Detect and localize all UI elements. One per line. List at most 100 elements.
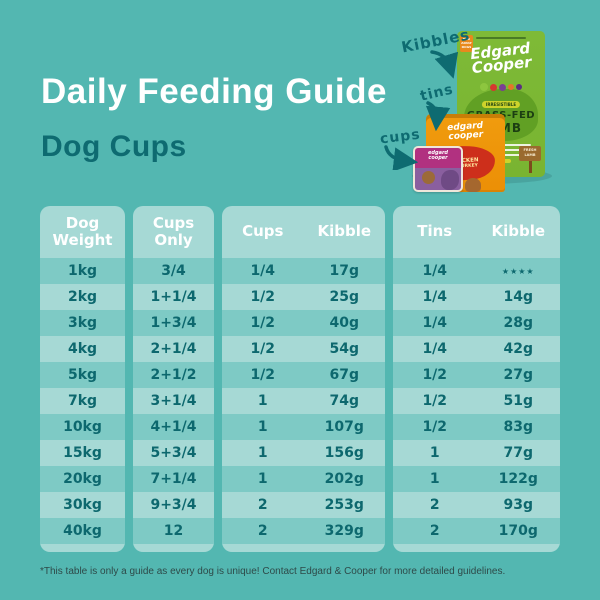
cups-cell: 1 bbox=[257, 393, 268, 409]
cups-only-cell: 12 bbox=[163, 523, 184, 539]
table-row: 5+3/4 bbox=[133, 440, 214, 466]
header-line: Only bbox=[154, 231, 193, 249]
cups-kibble-cell: 156g bbox=[324, 445, 364, 461]
cups-cell: 1 bbox=[257, 419, 268, 435]
cups-cell: 1/2 bbox=[250, 341, 276, 357]
sign-line1: FRESH bbox=[523, 148, 537, 152]
table-row: 1/4 14g bbox=[393, 284, 560, 310]
table-row: 4+1/4 bbox=[133, 414, 214, 440]
table-row: 40kg bbox=[40, 518, 125, 544]
page-subtitle: Dog Cups bbox=[41, 130, 187, 163]
tins-cell: 1/4 bbox=[422, 263, 448, 279]
table-row: 3/4 bbox=[133, 258, 214, 284]
header-line: Weight bbox=[52, 231, 113, 249]
table-column-dog-weight: Dog Weight 1kg 2kg 3kg 4kg 5kg 7kg 10kg 15kg 20k… bbox=[40, 206, 125, 552]
table-row: 1 202g bbox=[222, 466, 385, 492]
weight-cell: 20kg bbox=[63, 471, 102, 487]
sign-board: FRESH LAMB bbox=[519, 146, 541, 161]
pointer-arrows bbox=[384, 50, 459, 170]
table-row: 2 253g bbox=[222, 492, 385, 518]
cups-cell: 1/2 bbox=[250, 289, 276, 305]
table-row: 30kg bbox=[40, 492, 125, 518]
cups-kibble-cell: 25g bbox=[329, 289, 359, 305]
cups-kibble-cell: 202g bbox=[324, 471, 364, 487]
weight-cell: 4kg bbox=[67, 341, 98, 357]
bag-tagline-line bbox=[476, 37, 526, 39]
table-row: 7kg bbox=[40, 388, 125, 414]
cup-lid: edgard cooper bbox=[415, 148, 461, 168]
table-row: 1/2 51g bbox=[393, 388, 560, 414]
tins-kibble-cell: 14g bbox=[503, 289, 533, 305]
cups-only-cell: 3+1/4 bbox=[150, 393, 197, 409]
table-row: 1+3/4 bbox=[133, 310, 214, 336]
bag-copy-line bbox=[489, 149, 535, 151]
table-row: 5kg bbox=[40, 362, 125, 388]
cup-body bbox=[415, 168, 461, 190]
table-row: 1/4 28g bbox=[393, 310, 560, 336]
table-row: 1 156g bbox=[222, 440, 385, 466]
bag-fresh-lamb-sign: FRESH LAMB bbox=[519, 146, 541, 173]
table-row: 2 93g bbox=[393, 492, 560, 518]
table-row: 2kg bbox=[40, 284, 125, 310]
table-row: 1 122g bbox=[393, 466, 560, 492]
cup-photo-patch bbox=[441, 170, 459, 190]
cups-kibble-rows: 1/4 17g 1/2 25g 1/2 40g 1/2 54g 1/2 67g 1 74g 1 107g 1… bbox=[222, 258, 385, 544]
cups-only-cell: 7+1/4 bbox=[150, 471, 197, 487]
table-row: 2 329g bbox=[222, 518, 385, 544]
bag-irresistible-tag: IRRESISTIBLE bbox=[481, 101, 521, 108]
tins-cell: 1/4 bbox=[422, 341, 448, 357]
tins-cell: 1/2 bbox=[422, 393, 448, 409]
header-line: Dog bbox=[65, 213, 100, 232]
carrot-icon bbox=[508, 84, 514, 90]
sign-post bbox=[528, 161, 532, 173]
tins-cell: 2 bbox=[429, 497, 440, 513]
table-row: 3+1/4 bbox=[133, 388, 214, 414]
table-row: 15kg bbox=[40, 440, 125, 466]
tins-kibble-cell: 77g bbox=[503, 445, 533, 461]
cup-product-image: edgard cooper bbox=[413, 146, 463, 192]
sign-line2: LAMB bbox=[524, 152, 536, 157]
tins-kibble-cell: 42g bbox=[503, 341, 533, 357]
header-tins: Tins bbox=[417, 222, 453, 241]
bag-adult-dogs-badge: FOR ADULT DOGS bbox=[460, 35, 473, 52]
table-row: 1/4 17g bbox=[222, 258, 385, 284]
tins-arrow-icon bbox=[425, 101, 451, 132]
tins-kibble-rows: 1/4 ★★★★ 1/4 14g 1/4 28g 1/4 42g 1/2 27g 1/2 51g 1/2… bbox=[393, 258, 560, 544]
cups-only-rows: 3/4 1+1/4 1+3/4 2+1/4 2+1/2 3+1/4 4+1/4 5+3/4 7+… bbox=[133, 258, 214, 544]
cup-brand-line1: edgard bbox=[428, 150, 448, 156]
cups-cell: 2 bbox=[257, 523, 268, 539]
cups-kibble-cell: 40g bbox=[329, 315, 359, 331]
table-row: 10kg bbox=[40, 414, 125, 440]
cups-kibble-cell: 74g bbox=[329, 393, 359, 409]
table-row: 3kg bbox=[40, 310, 125, 336]
table-group-tins-kibble: Tins Kibble 1/4 ★★★★ 1/4 14g 1/4 28g 1/4 42g 1/2… bbox=[393, 206, 560, 552]
cups-only-cell: 3/4 bbox=[161, 263, 186, 279]
cups-only-cell: 2+1/2 bbox=[150, 367, 197, 383]
cups-kibble-cell: 67g bbox=[329, 367, 359, 383]
table-row: 7+1/4 bbox=[133, 466, 214, 492]
header-kibble: Kibble bbox=[491, 222, 546, 241]
weight-cell: 3kg bbox=[67, 315, 98, 331]
page-title: Daily Feeding Guide bbox=[41, 72, 387, 111]
group-header-tins-kibble: Tins Kibble bbox=[393, 206, 560, 258]
cups-only-cell: 4+1/4 bbox=[150, 419, 197, 435]
table-row: 1/2 27g bbox=[393, 362, 560, 388]
table-row: 1/4 42g bbox=[393, 336, 560, 362]
weight-cell: 10kg bbox=[63, 419, 102, 435]
table-row: 1/2 67g bbox=[222, 362, 385, 388]
cups-kibble-cell: 107g bbox=[324, 419, 364, 435]
weight-cell: 30kg bbox=[63, 497, 102, 513]
tins-cell: 1/4 bbox=[422, 289, 448, 305]
weight-cell: 1kg bbox=[67, 263, 98, 279]
table-row: 1 107g bbox=[222, 414, 385, 440]
cups-cell: 1/2 bbox=[250, 315, 276, 331]
tins-kibble-cell: 51g bbox=[503, 393, 533, 409]
tins-cell: 1/2 bbox=[422, 419, 448, 435]
table-row: 1/4 ★★★★ bbox=[393, 258, 560, 284]
cups-cell: 1/4 bbox=[250, 263, 276, 279]
header-kibble: Kibble bbox=[317, 222, 372, 241]
berry-icon bbox=[499, 83, 506, 91]
cups-cell: 2 bbox=[257, 497, 268, 513]
bag-copy-line bbox=[489, 154, 525, 156]
cup-dog-photo bbox=[422, 171, 435, 184]
